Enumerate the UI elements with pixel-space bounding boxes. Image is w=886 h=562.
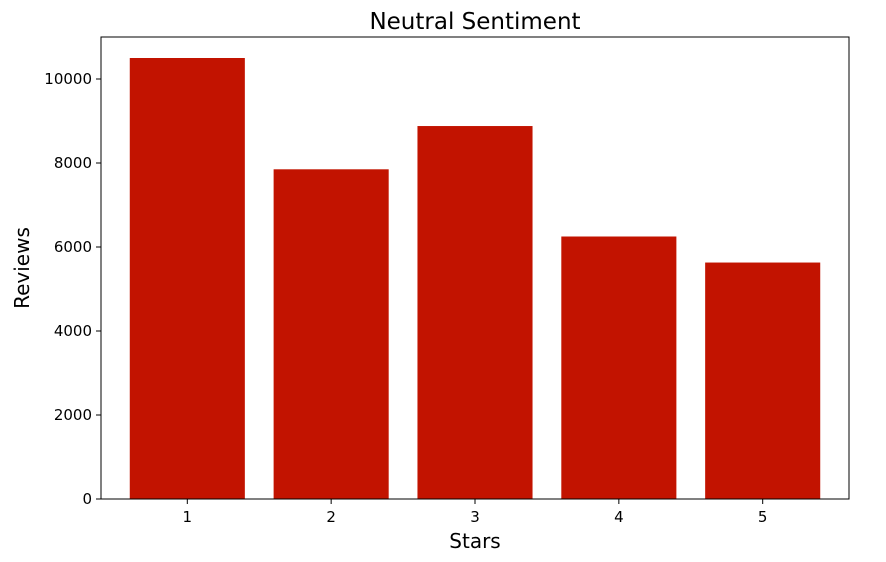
y-tick-label: 10000 [44,70,92,88]
x-tick-label: 5 [758,508,768,526]
bar-2 [273,169,389,500]
x-tick-label: 2 [326,508,336,526]
bar-5 [705,262,821,499]
x-tick-label: 4 [614,508,624,526]
x-tick-label: 1 [183,508,193,526]
bar-1 [129,58,245,499]
y-tick-label: 8000 [54,154,92,172]
y-ticks-group: 0 2000 4000 6000 8000 10000 [44,70,101,508]
x-tick-label: 3 [470,508,480,526]
y-tick-label: 4000 [54,322,92,340]
x-axis-label: Stars [449,529,500,553]
bars-group [129,58,821,500]
plot-frame [100,36,850,500]
bar-4 [561,236,677,499]
y-tick-label: 2000 [54,406,92,424]
y-tick-label: 6000 [54,238,92,256]
bar-3 [417,126,533,499]
y-axis-label: Reviews [10,227,34,309]
y-tick-label: 0 [82,490,92,508]
chart-title: Neutral Sentiment [369,9,580,35]
x-ticks-group: 1 2 3 4 5 [183,499,768,526]
